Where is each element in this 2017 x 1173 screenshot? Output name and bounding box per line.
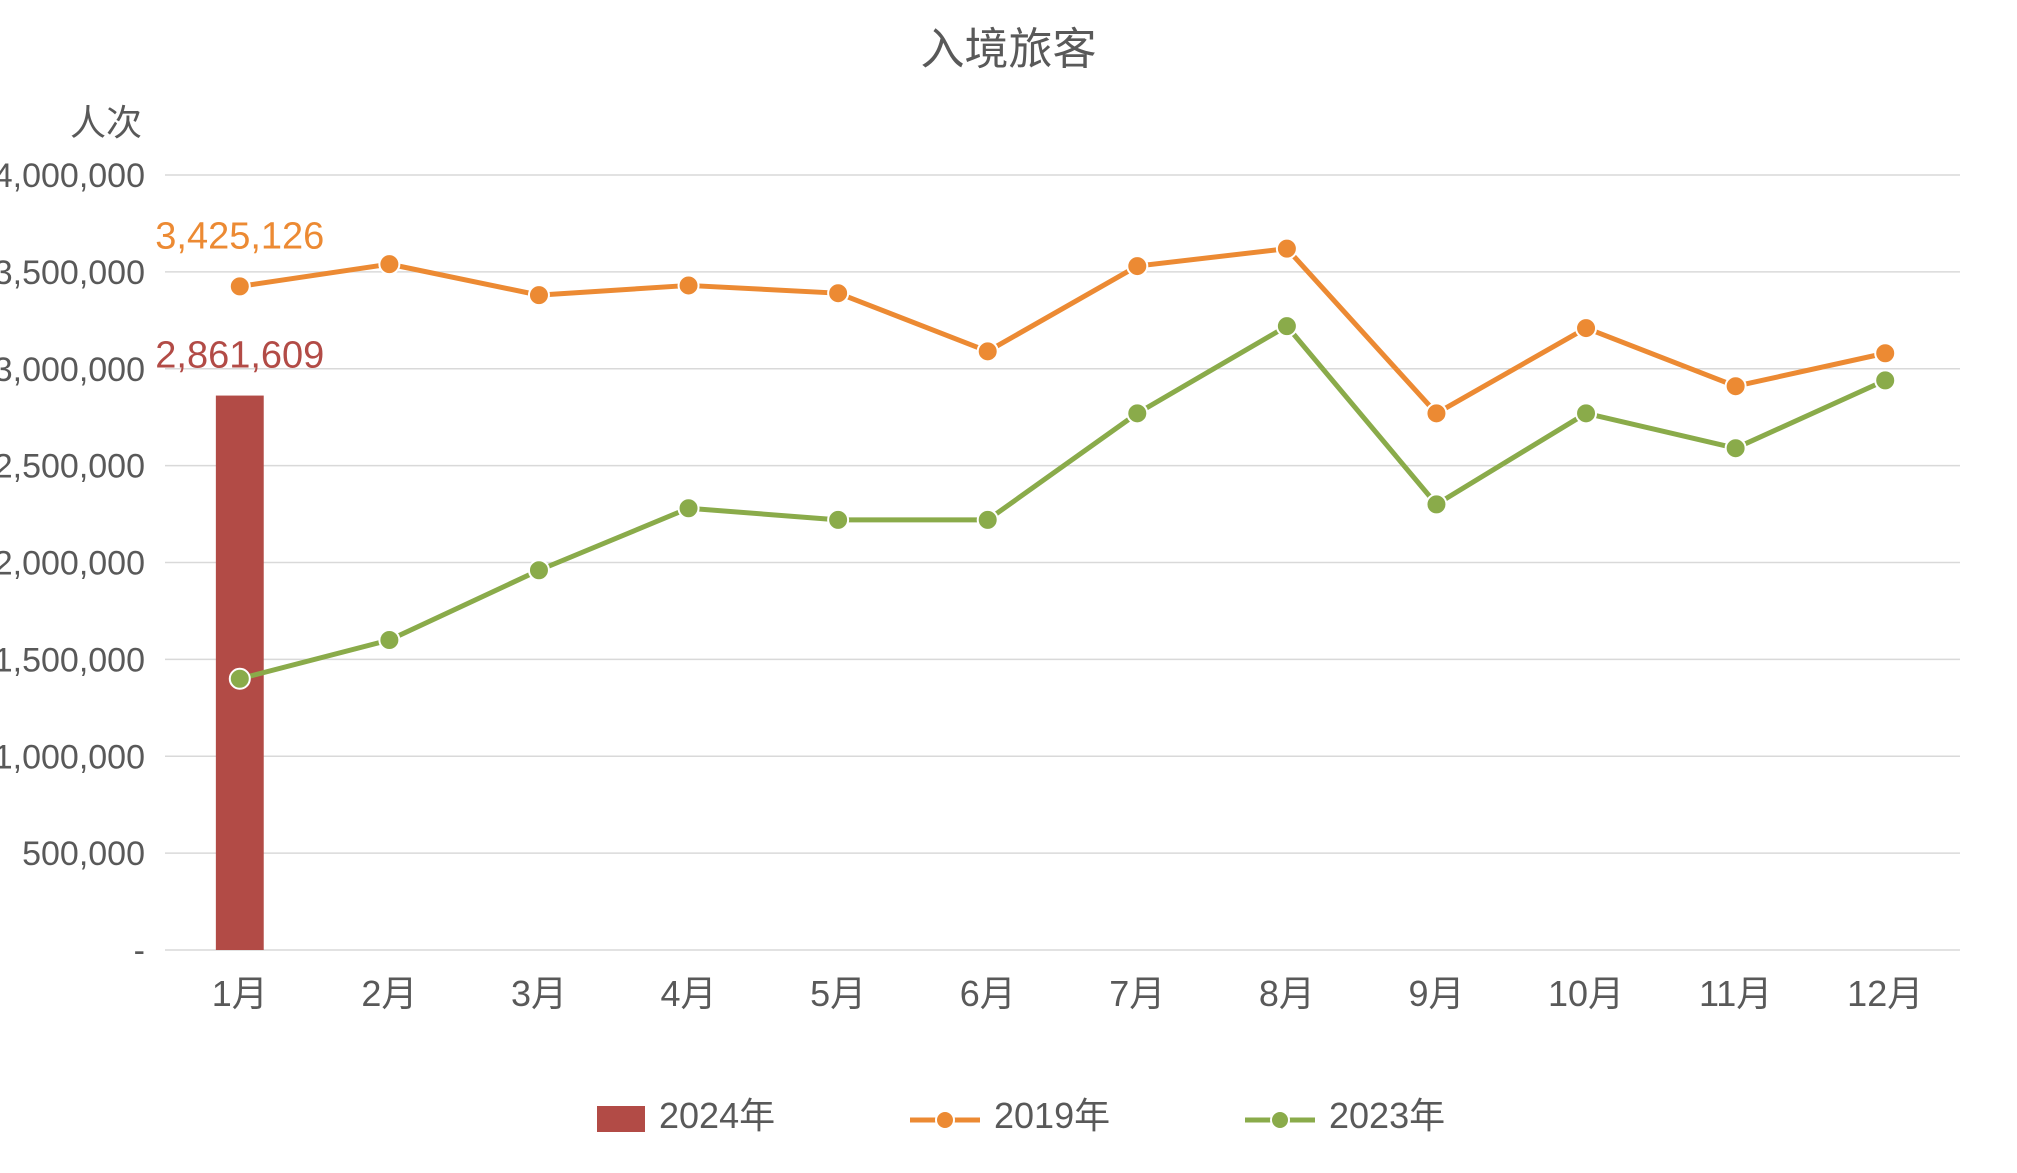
marker-2023年 [1426, 494, 1446, 514]
y-tick-label: 2,500,000 [0, 448, 145, 486]
marker-2023年 [978, 510, 998, 530]
marker-2019年 [1277, 239, 1297, 259]
legend-label: 2024年 [659, 1095, 775, 1136]
marker-2019年 [1726, 376, 1746, 396]
y-axis-title: 人次 [70, 102, 142, 143]
marker-2019年 [828, 283, 848, 303]
y-tick-label: 3,000,000 [0, 351, 145, 389]
marker-2023年 [379, 630, 399, 650]
marker-2023年 [1726, 438, 1746, 458]
marker-2023年 [1277, 316, 1297, 336]
y-tick-label: 2,000,000 [0, 545, 145, 583]
marker-2023年 [679, 498, 699, 518]
visitor-arrivals-chart: 入境旅客人次 - 500,000 1,000,000 1,500,000 2,000,00… [0, 0, 2017, 1173]
marker-2019年 [379, 254, 399, 274]
marker-2023年 [230, 669, 250, 689]
x-tick-label: 12月 [1847, 973, 1923, 1014]
legend-swatch-bar [597, 1106, 645, 1132]
chart-title: 入境旅客 [921, 25, 1097, 74]
marker-2019年 [1426, 403, 1446, 423]
marker-2019年 [978, 341, 998, 361]
x-tick-label: 7月 [1109, 973, 1165, 1014]
x-tick-label: 2月 [361, 973, 417, 1014]
legend-label: 2019年 [994, 1095, 1110, 1136]
data-label: 2,861,609 [155, 335, 324, 377]
x-tick-label: 11月 [1699, 973, 1772, 1014]
y-tick-label: 3,500,000 [0, 254, 145, 292]
data-label: 3,425,126 [155, 215, 324, 257]
marker-2019年 [1127, 256, 1147, 276]
marker-2019年 [529, 285, 549, 305]
marker-2023年 [529, 560, 549, 580]
y-tick-label: 500,000 [22, 835, 145, 873]
x-tick-label: 3月 [511, 973, 567, 1014]
y-tick-label: 1,000,000 [0, 738, 145, 776]
marker-2023年 [1127, 403, 1147, 423]
marker-2019年 [679, 275, 699, 295]
x-tick-label: 5月 [810, 973, 866, 1014]
marker-2019年 [230, 276, 250, 296]
x-tick-label: 8月 [1259, 973, 1315, 1014]
y-tick-label: - [134, 932, 145, 970]
legend-label: 2023年 [1329, 1095, 1445, 1136]
legend-swatch-marker [936, 1111, 954, 1129]
x-tick-label: 10月 [1548, 973, 1624, 1014]
x-tick-label: 4月 [661, 973, 717, 1014]
marker-2019年 [1875, 343, 1895, 363]
marker-2023年 [828, 510, 848, 530]
x-tick-label: 9月 [1408, 973, 1464, 1014]
x-tick-label: 6月 [960, 973, 1016, 1014]
y-tick-label: 1,500,000 [0, 641, 145, 679]
legend-swatch-marker [1271, 1111, 1289, 1129]
y-tick-label: 4,000,000 [0, 157, 145, 195]
marker-2019年 [1576, 318, 1596, 338]
marker-2023年 [1875, 370, 1895, 390]
x-tick-label: 1月 [212, 973, 268, 1014]
marker-2023年 [1576, 403, 1596, 423]
